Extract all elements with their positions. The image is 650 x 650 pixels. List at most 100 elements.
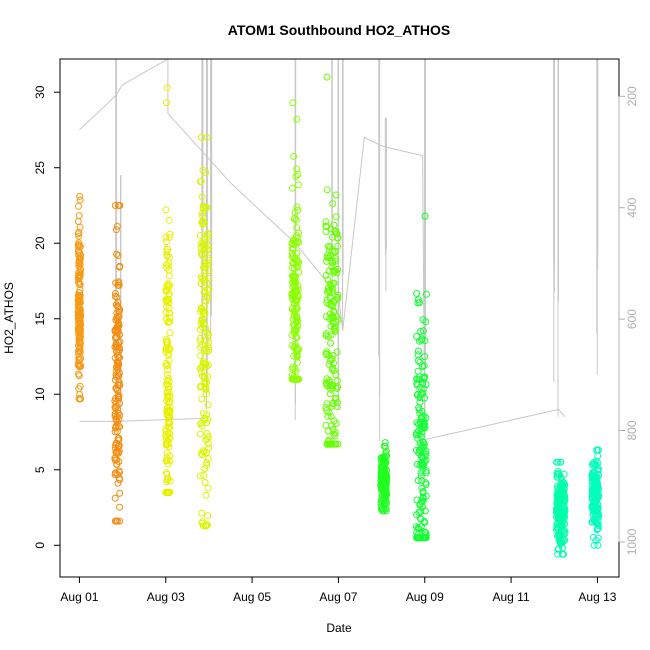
data-point — [323, 223, 331, 231]
data-point — [323, 440, 331, 448]
data-point — [113, 222, 121, 230]
data-point — [422, 414, 430, 422]
data-point — [76, 255, 84, 263]
data-point — [112, 517, 120, 525]
data-point — [198, 193, 206, 201]
data-point — [112, 385, 120, 393]
data-point — [111, 428, 119, 436]
data-point — [379, 507, 386, 515]
data-point — [205, 274, 212, 282]
data-point — [290, 352, 298, 360]
data-point — [417, 469, 425, 477]
data-point — [77, 362, 85, 370]
data-point — [422, 381, 430, 388]
data-point — [198, 250, 206, 258]
data-point — [414, 460, 421, 468]
data-point — [416, 358, 424, 366]
data-point — [112, 226, 120, 234]
data-point — [420, 375, 428, 382]
data-point — [555, 499, 563, 507]
x-tick-label: Aug 09 — [406, 590, 444, 604]
data-point — [116, 489, 124, 497]
data-point — [162, 315, 170, 323]
data-point — [163, 238, 170, 246]
data-point — [75, 256, 83, 264]
data-point — [420, 441, 428, 449]
data-point — [322, 313, 330, 321]
data-point — [292, 325, 300, 333]
data-point — [199, 324, 206, 332]
data-point — [111, 202, 119, 209]
altitude-base-line — [79, 417, 205, 422]
data-point — [333, 348, 341, 356]
data-point — [203, 459, 211, 466]
data-point — [329, 280, 337, 288]
data-point — [420, 458, 428, 466]
data-point — [202, 491, 210, 499]
y-tick-label: 15 — [33, 312, 47, 326]
data-point — [294, 258, 301, 266]
data-point — [413, 511, 421, 519]
data-point — [113, 328, 121, 336]
data-point — [382, 458, 390, 466]
data-point — [293, 344, 301, 352]
data-point — [379, 458, 387, 466]
data-point — [163, 476, 171, 484]
data-point — [553, 470, 561, 478]
data-point — [200, 320, 208, 328]
data-point — [330, 430, 338, 438]
data-point — [115, 409, 122, 417]
data-point — [294, 234, 302, 242]
x-tick-label: Aug 07 — [319, 590, 357, 604]
data-point — [199, 166, 207, 174]
data-point — [379, 453, 387, 461]
data-point — [332, 440, 340, 448]
x-axis-label: Date — [326, 621, 352, 635]
data-point — [198, 451, 206, 459]
data-point — [422, 469, 430, 477]
y-axis-label: HO2_ATHOS — [2, 282, 16, 354]
data-point — [113, 323, 121, 331]
data-point — [561, 496, 569, 504]
data-point — [199, 409, 207, 417]
data-point — [165, 356, 173, 364]
data-point — [419, 327, 427, 335]
data-point — [202, 239, 210, 247]
data-point — [288, 184, 296, 192]
data-point — [163, 84, 171, 92]
data-point — [76, 223, 84, 231]
data-point — [294, 263, 302, 271]
x-tick-label: Aug 01 — [60, 590, 98, 604]
data-point — [327, 440, 335, 448]
data-point — [199, 202, 207, 210]
data-point — [164, 338, 172, 346]
data-point — [165, 216, 173, 224]
data-point — [592, 461, 600, 469]
data-point — [198, 509, 206, 517]
data-point — [164, 438, 172, 445]
data-point — [594, 446, 602, 454]
data-point — [378, 495, 386, 502]
data-point — [323, 380, 331, 388]
data-point — [198, 395, 206, 403]
data-point — [560, 550, 568, 558]
data-point — [114, 381, 122, 389]
data-point — [202, 345, 210, 353]
data-point — [293, 321, 301, 329]
data-point — [379, 478, 387, 485]
data-point — [197, 383, 205, 391]
data-point — [289, 365, 297, 373]
data-point — [163, 449, 171, 457]
data-point — [413, 290, 421, 297]
data-point — [553, 508, 561, 516]
data-point — [323, 257, 331, 265]
data-point — [589, 533, 597, 541]
x-tick-label: Aug 03 — [147, 590, 185, 604]
data-point — [331, 267, 339, 275]
data-point — [111, 292, 119, 300]
data-point — [113, 250, 121, 258]
data-point — [116, 202, 123, 209]
data-point — [414, 299, 422, 307]
data-point — [412, 523, 420, 531]
data-point — [116, 517, 124, 525]
